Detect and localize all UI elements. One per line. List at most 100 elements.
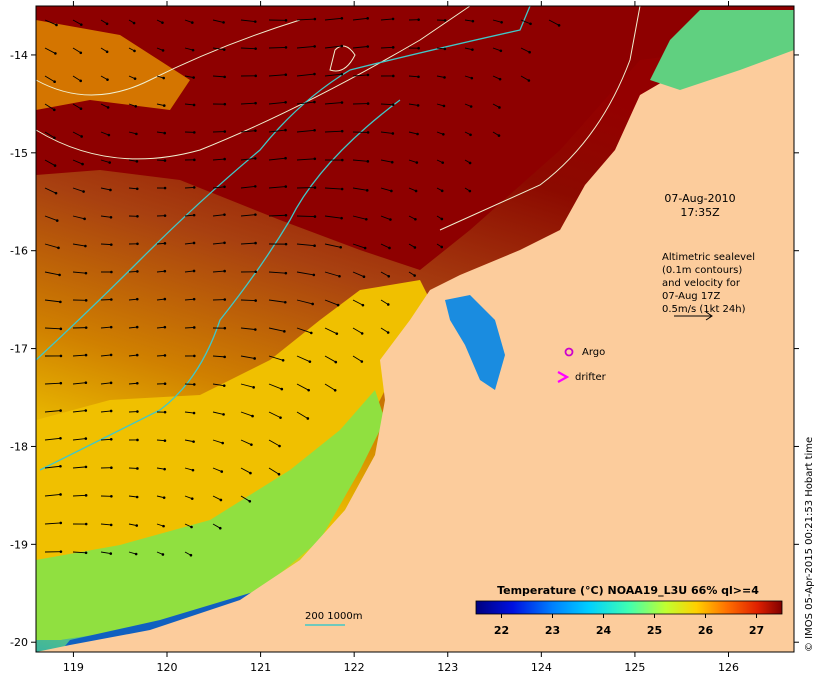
velocity-arrow — [324, 45, 342, 49]
green-tidal-zone — [650, 10, 794, 90]
velocity-arrow — [324, 299, 339, 306]
velocity-arrowhead — [163, 382, 167, 386]
velocity-arrowhead — [389, 218, 392, 221]
velocity-arrowhead — [366, 131, 370, 134]
svg-text:Altimetric sealevel: Altimetric sealevel — [662, 252, 755, 263]
velocity-arrow — [296, 18, 315, 21]
bathymetry-contour — [35, 5, 531, 471]
velocity-arrowhead — [58, 273, 61, 277]
velocity-arrowhead — [390, 189, 393, 193]
velocity-arrow — [268, 439, 280, 447]
velocity-arrowhead — [52, 108, 56, 112]
velocity-arrow — [44, 159, 56, 166]
velocity-arrow — [100, 215, 112, 218]
velocity-arrowhead — [55, 219, 59, 222]
velocity-arrowhead — [363, 246, 367, 250]
velocity-arrowhead — [254, 241, 257, 245]
velocity-arrowhead — [79, 79, 82, 83]
velocity-arrowhead — [413, 274, 416, 277]
velocity-arrowhead — [110, 466, 113, 470]
velocity-arrow — [352, 243, 366, 249]
velocity-arrowhead — [443, 19, 447, 22]
velocity-arrow — [492, 47, 502, 52]
velocity-arrowhead — [340, 44, 344, 48]
velocity-arrowhead — [163, 214, 167, 217]
velocity-arrowhead — [109, 437, 113, 441]
velocity-arrow — [240, 383, 254, 388]
velocity-arrowhead — [366, 45, 370, 48]
velocity-arrowhead — [313, 215, 317, 218]
velocity-arrowhead — [499, 49, 503, 53]
velocity-arrowhead — [365, 189, 369, 192]
velocity-arrow — [72, 382, 86, 385]
velocity-arrowhead — [59, 493, 62, 496]
velocity-arrow — [324, 243, 341, 248]
velocity-arrow — [268, 271, 286, 274]
velocity-arrowhead — [135, 132, 138, 136]
velocity-arrow — [268, 327, 285, 332]
velocity-arrow — [240, 439, 252, 446]
velocity-arrowhead — [335, 332, 339, 335]
velocity-arrow — [128, 382, 138, 385]
velocity-arrowhead — [105, 22, 109, 26]
velocity-arrowhead — [248, 500, 252, 503]
velocity-arrowhead — [161, 49, 165, 52]
velocity-arrow — [268, 355, 284, 361]
velocity-arrow — [184, 270, 195, 273]
velocity-arrow — [324, 130, 343, 133]
velocity-arrowhead — [109, 215, 113, 219]
velocity-arrow — [212, 19, 224, 23]
velocity-arrow — [324, 73, 342, 77]
velocity-arrow — [268, 157, 286, 161]
velocity-arrow — [212, 214, 225, 217]
velocity-arrowhead — [192, 241, 196, 245]
velocity-arrowhead — [336, 303, 340, 307]
velocity-arrowhead — [313, 244, 316, 248]
velocity-arrow — [240, 130, 256, 133]
velocity-arrowhead — [163, 410, 167, 414]
velocity-arrowhead — [133, 77, 137, 80]
velocity-arrowhead — [106, 106, 110, 109]
velocity-arrow — [296, 243, 315, 247]
velocity-arrowhead — [279, 416, 282, 419]
velocity-arrowhead — [221, 441, 224, 445]
velocity-arrow — [296, 327, 312, 334]
velocity-arrowhead — [163, 131, 167, 135]
velocity-arrowhead — [218, 526, 222, 530]
svg-text:drifter: drifter — [575, 372, 607, 383]
svg-text:Argo: Argo — [582, 347, 605, 358]
velocity-arrowhead — [250, 443, 253, 446]
velocity-arrow — [128, 354, 138, 357]
velocity-arrowhead — [163, 297, 167, 301]
velocity-arrowhead — [54, 52, 57, 55]
velocity-arrowhead — [313, 100, 316, 104]
velocity-arrow — [296, 158, 315, 161]
velocity-arrowhead — [59, 436, 62, 440]
velocity-arrowhead — [284, 156, 287, 160]
velocity-arrowhead — [443, 76, 446, 79]
velocity-arrowhead — [223, 326, 227, 330]
velocity-arrow — [184, 411, 195, 414]
velocity-arrowhead — [109, 552, 113, 555]
velocity-arrow — [436, 47, 445, 50]
velocity-arrowhead — [190, 497, 194, 500]
velocity-arrowhead — [253, 185, 257, 188]
velocity-arrowhead — [192, 213, 196, 217]
velocity-arrowhead — [136, 270, 139, 273]
velocity-arrowhead — [59, 550, 63, 553]
velocity-arrowhead — [82, 190, 85, 193]
colorbar-tick-label: 24 — [596, 624, 612, 637]
velocity-arrowhead — [416, 104, 420, 107]
velocity-arrowhead — [284, 185, 288, 188]
velocity-arrow — [44, 522, 61, 525]
velocity-arrowhead — [84, 494, 88, 497]
velocity-arrow — [72, 494, 87, 497]
velocity-arrow — [128, 326, 138, 329]
velocity-arrowhead — [84, 381, 88, 384]
velocity-arrowhead — [386, 331, 390, 334]
velocity-arrowhead — [192, 297, 196, 301]
lat-tick-label: -19 — [10, 538, 28, 551]
velocity-arrow — [72, 271, 86, 274]
velocity-arrowhead — [132, 21, 136, 25]
velocity-arrow — [212, 495, 222, 501]
